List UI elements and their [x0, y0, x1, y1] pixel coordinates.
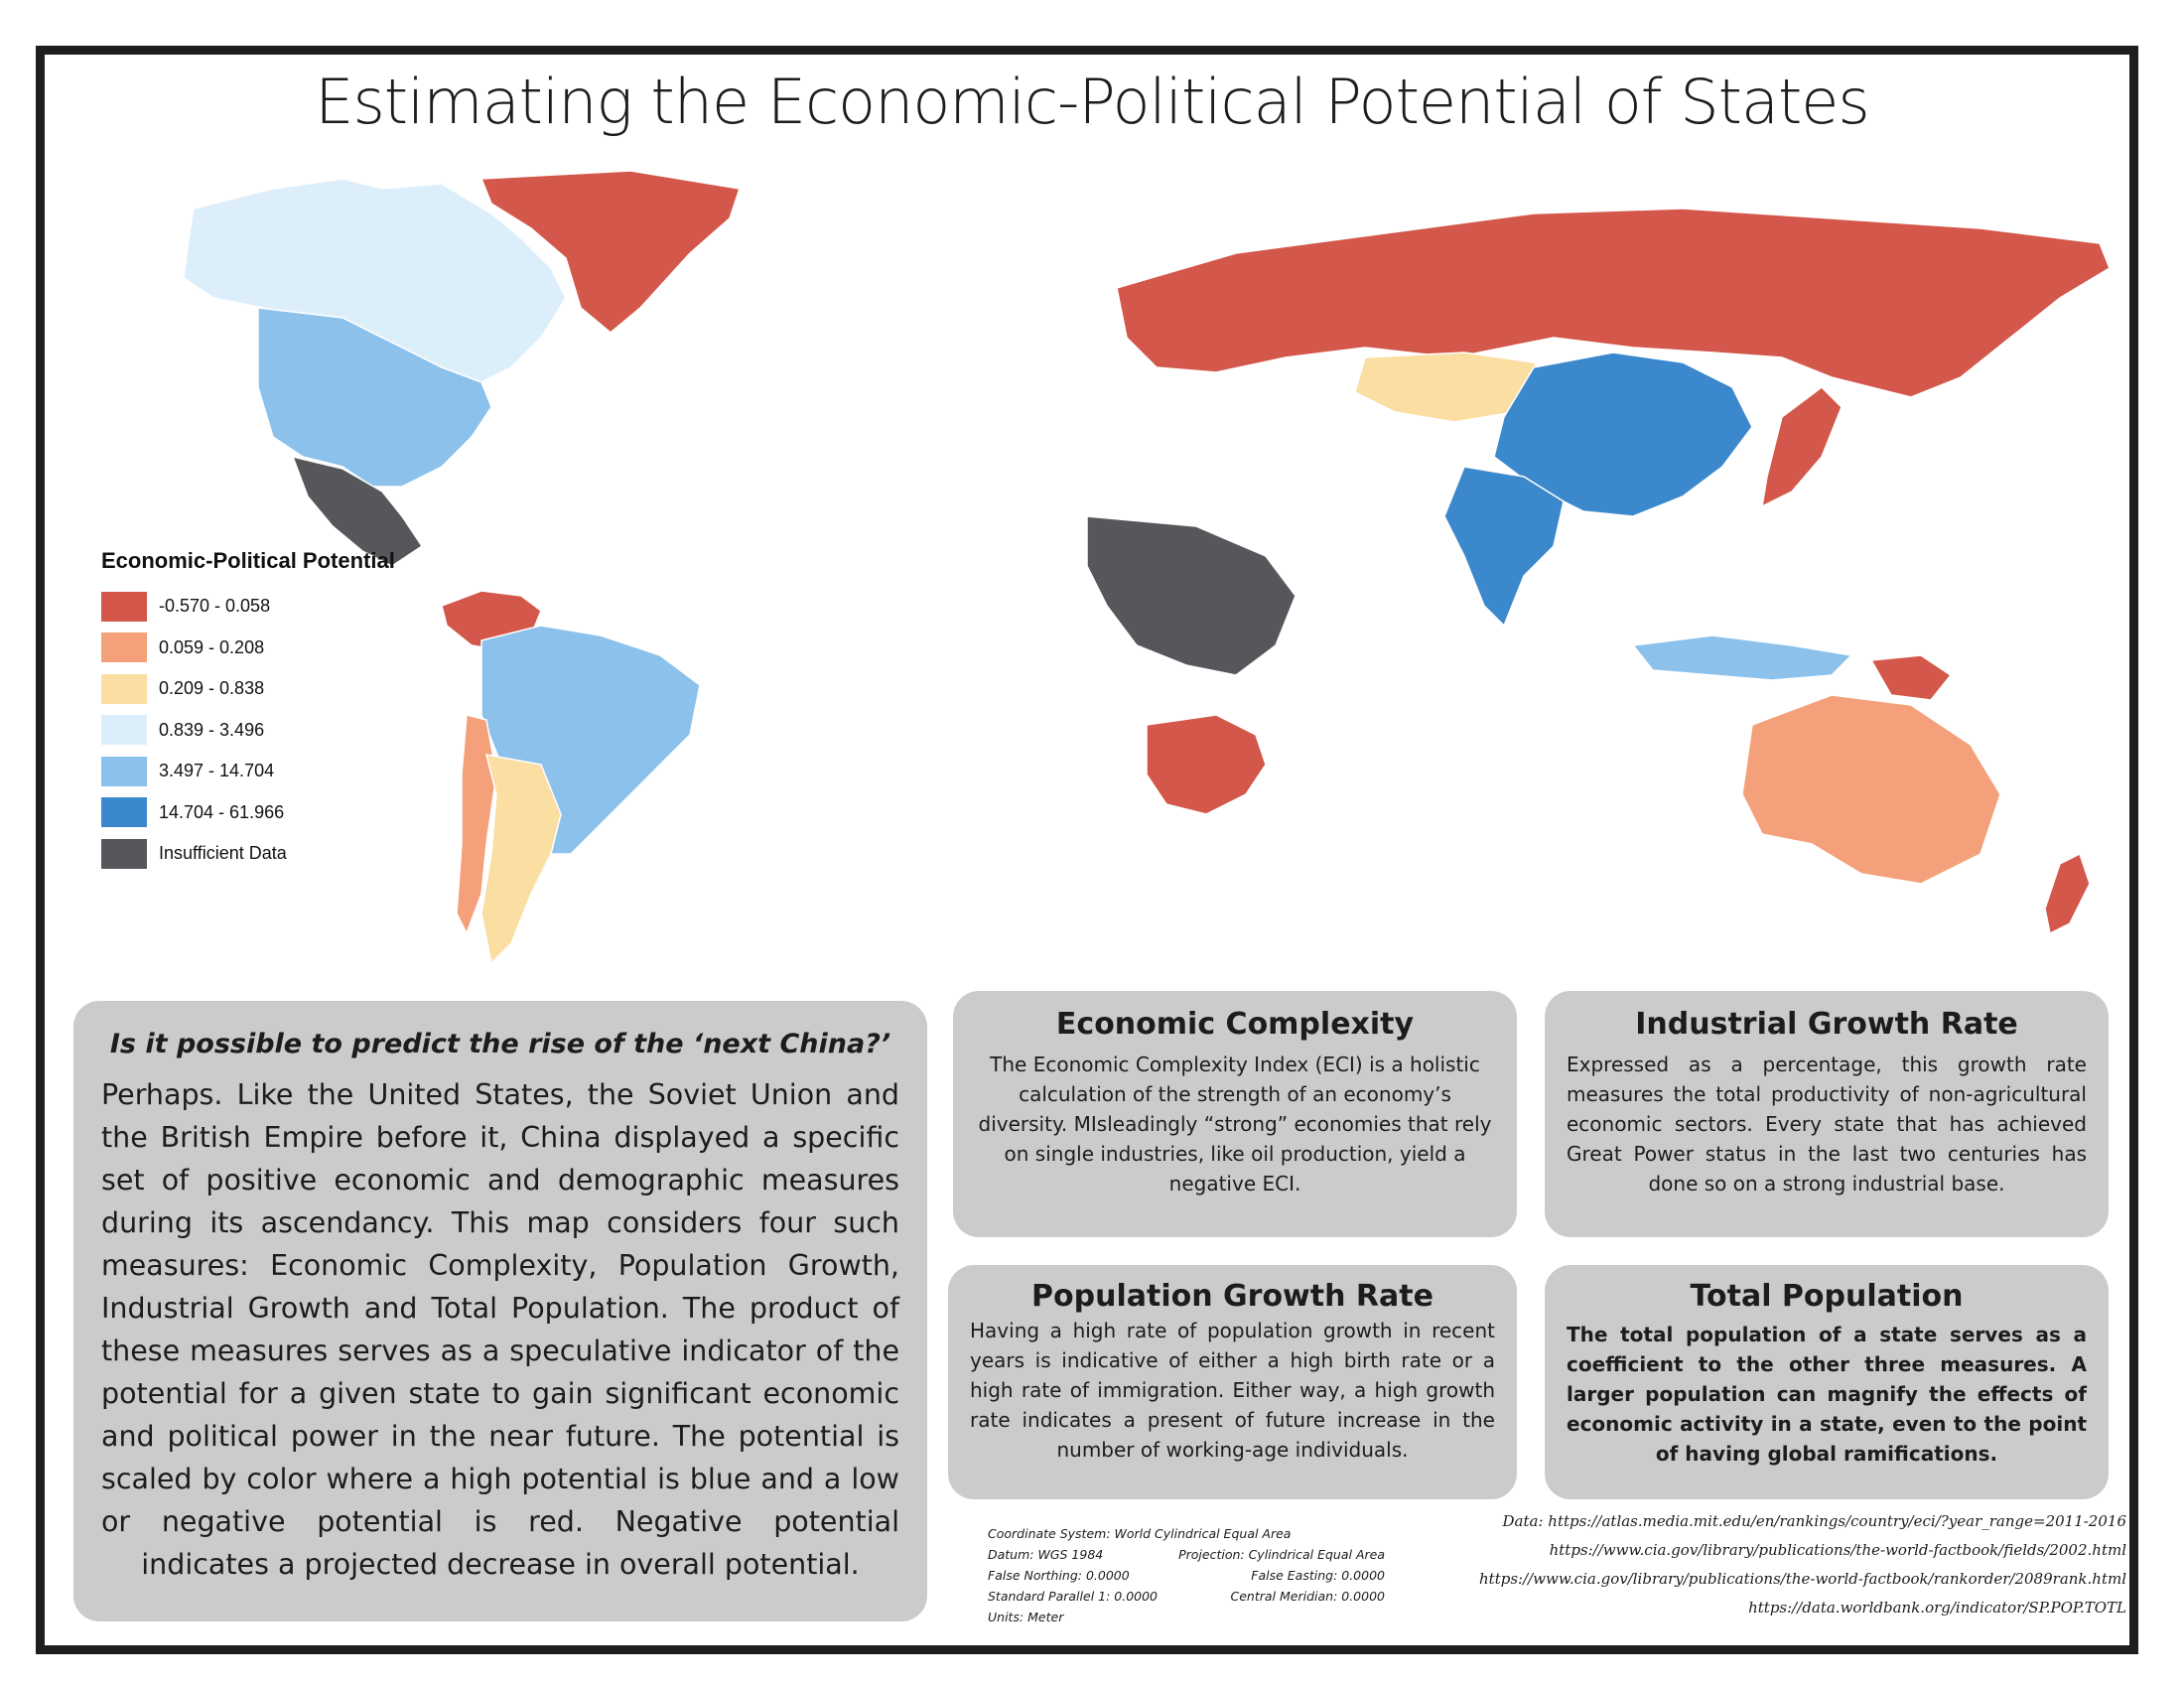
panel-body: Expressed as a percentage, this growth r… — [1567, 1053, 2087, 1196]
legend-swatch — [101, 797, 147, 828]
panel-body: The total population of a state serves a… — [1567, 1323, 2087, 1466]
region-united-states — [257, 307, 492, 488]
legend-label: Insufficient Data — [159, 843, 287, 864]
legend-item: -0.570 - 0.058 — [101, 586, 419, 628]
units: Units: Meter — [988, 1610, 1064, 1624]
source-line: Data: https://atlas.media.mit.edu/en/ran… — [1502, 1512, 2126, 1530]
region-japan — [1761, 386, 1843, 508]
datum: Datum: WGS 1984 — [988, 1547, 1104, 1562]
false-northing: False Northing: 0.0000 — [988, 1568, 1130, 1583]
region-mexico — [291, 455, 424, 567]
legend-item: 0.839 - 3.496 — [101, 710, 419, 752]
region-papua-new-guinea — [1869, 654, 1953, 701]
region-southern-africa — [1146, 714, 1267, 815]
population-growth-panel: Population Growth Rate Having a high rat… — [948, 1265, 1517, 1499]
region-australia — [1741, 694, 2001, 885]
region-indonesia — [1631, 634, 1853, 681]
legend-item: 3.497 - 14.704 — [101, 751, 419, 792]
intro-panel: Is it possible to predict the rise of th… — [73, 1001, 927, 1621]
legend-swatch — [101, 633, 147, 663]
region-chile — [456, 714, 497, 935]
total-population-panel: Total Population The total population of… — [1545, 1265, 2109, 1499]
legend-item: Insufficient Data — [101, 833, 419, 875]
legend-label: 14.704 - 61.966 — [159, 801, 285, 822]
region-russia — [1116, 208, 2111, 398]
coordinate-info: Coordinate System: World Cylindrical Equ… — [988, 1523, 1385, 1627]
region-central-africa — [1086, 515, 1297, 676]
legend-label: 0.059 - 0.208 — [159, 636, 265, 657]
standard-parallel: Standard Parallel 1: 0.0000 — [988, 1589, 1159, 1604]
intro-question: Is it possible to predict the rise of th… — [109, 1029, 891, 1059]
legend-item: 0.209 - 0.838 — [101, 668, 419, 710]
region-greenland — [479, 170, 741, 334]
legend-label: 0.209 - 0.838 — [159, 678, 265, 699]
industrial-growth-panel: Industrial Growth Rate Expressed as a pe… — [1545, 991, 2109, 1237]
map-title: Estimating the Economic-Political Potent… — [315, 66, 1869, 138]
region-china — [1493, 352, 1753, 517]
legend-swatch — [101, 756, 147, 786]
central-meridian: Central Meridian: 0.0000 — [1230, 1589, 1386, 1604]
panel-title: Total Population — [1690, 1279, 1964, 1314]
coordinate-system: Coordinate System: World Cylindrical Equ… — [988, 1526, 1292, 1541]
legend-swatch — [101, 715, 147, 746]
false-easting: False Easting: 0.0000 — [1251, 1568, 1385, 1583]
region-canada — [183, 178, 567, 398]
source-line: https://www.cia.gov/library/publications… — [1549, 1541, 2126, 1559]
legend-swatch — [101, 838, 147, 869]
region-argentina — [480, 754, 562, 965]
source-line: https://www.cia.gov/library/publications… — [1479, 1570, 2126, 1588]
region-india — [1443, 466, 1565, 628]
data-sources: Data: https://atlas.media.mit.edu/en/ran… — [1390, 1507, 2126, 1622]
legend-label: 3.497 - 14.704 — [159, 761, 275, 781]
panel-title: Economic Complexity — [1055, 1007, 1415, 1042]
region-new-zealand — [2044, 852, 2091, 935]
world-map — [183, 170, 2111, 965]
legend-label: 0.839 - 3.496 — [159, 719, 265, 740]
legend-item: 0.059 - 0.208 — [101, 628, 419, 669]
panel-title: Population Growth Rate — [1031, 1279, 1433, 1314]
legend-title: Economic-Political Potential — [101, 548, 395, 573]
legend-swatch — [101, 673, 147, 704]
legend-swatch — [101, 591, 147, 622]
intro-body: Perhaps. Like the United States, the Sov… — [101, 1078, 899, 1581]
legend-label: -0.570 - 0.058 — [159, 596, 271, 617]
panel-title: Industrial Growth Rate — [1635, 1007, 2018, 1042]
source-line: https://data.worldbank.org/indicator/SP.… — [1748, 1599, 2126, 1617]
economic-complexity-panel: Economic Complexity The Economic Complex… — [953, 991, 1517, 1237]
legend: Economic-Political Potential -0.570 - 0.… — [101, 548, 419, 875]
projection: Projection: Cylindrical Equal Area — [1178, 1547, 1385, 1562]
legend-item: 14.704 - 61.966 — [101, 792, 419, 834]
panel-body: The Economic Complexity Index (ECI) is a… — [978, 1053, 1492, 1196]
panel-body: Having a high rate of population growth … — [970, 1319, 1495, 1462]
